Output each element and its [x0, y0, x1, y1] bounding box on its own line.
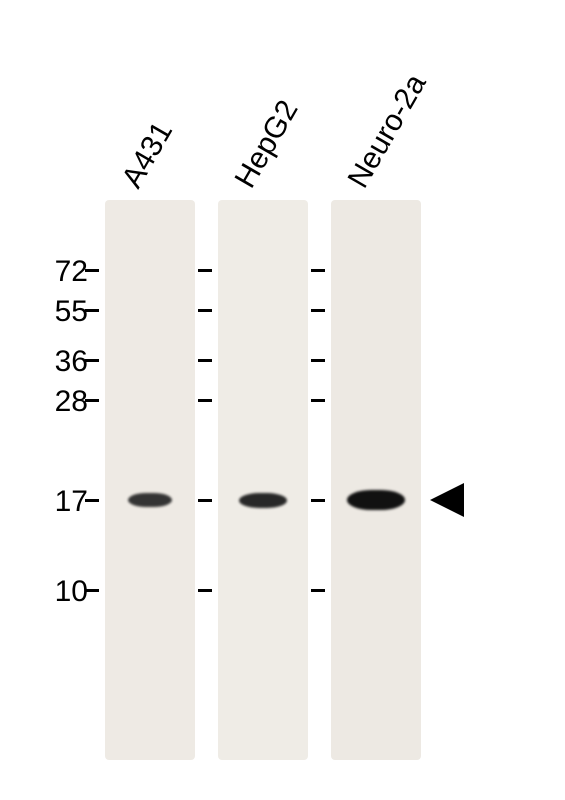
- mw-tick: [311, 589, 325, 592]
- mw-tick: [311, 499, 325, 502]
- lane-hepg2: [218, 200, 308, 760]
- band-hepg2: [239, 493, 287, 508]
- mw-label-72: 72: [38, 255, 88, 289]
- mw-label-55: 55: [38, 295, 88, 329]
- mw-tick: [198, 309, 212, 312]
- band-a431: [128, 493, 172, 507]
- mw-tick: [198, 269, 212, 272]
- lane-a431-label: A431: [116, 116, 180, 194]
- band-pointer-arrow-icon: [430, 483, 464, 517]
- mw-tick: [85, 589, 99, 592]
- mw-tick: [198, 499, 212, 502]
- mw-label-36: 36: [38, 345, 88, 379]
- mw-tick: [311, 359, 325, 362]
- mw-tick: [198, 589, 212, 592]
- mw-tick: [311, 269, 325, 272]
- lane-a431: [105, 200, 195, 760]
- mw-tick: [311, 309, 325, 312]
- mw-label-10: 10: [38, 575, 88, 609]
- mw-tick: [198, 399, 212, 402]
- mw-tick: [311, 399, 325, 402]
- mw-tick: [85, 399, 99, 402]
- mw-tick: [85, 309, 99, 312]
- mw-tick: [85, 269, 99, 272]
- western-blot: A431HepG2Neuro-2a725536281710: [50, 30, 540, 770]
- mw-tick: [85, 359, 99, 362]
- mw-label-28: 28: [38, 385, 88, 419]
- mw-tick: [198, 359, 212, 362]
- band-neuro2a: [347, 490, 405, 510]
- mw-label-17: 17: [38, 485, 88, 519]
- lane-neuro2a-label: Neuro-2a: [342, 69, 434, 194]
- lane-hepg2-label: HepG2: [229, 95, 306, 194]
- lane-neuro2a: [331, 200, 421, 760]
- mw-tick: [85, 499, 99, 502]
